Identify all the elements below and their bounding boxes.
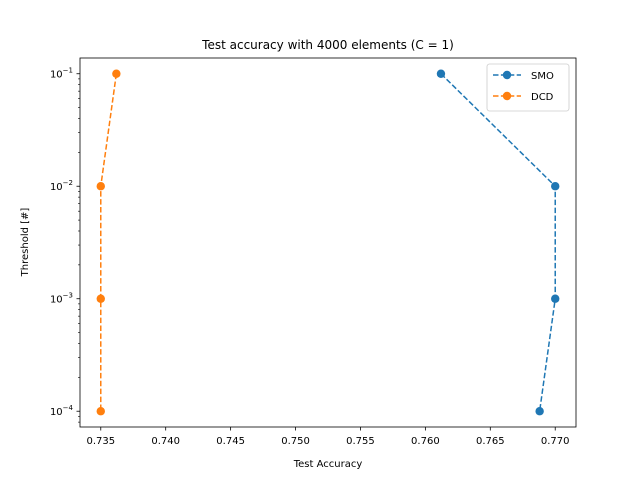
legend-marker-smo xyxy=(502,70,512,80)
axes: 0.735 0.740 0.745 0.750 0.755 0.760 0.765 0.770… xyxy=(50,57,577,447)
x-tick-label-4: 0.755 xyxy=(346,436,375,447)
data-point-dcd-3 xyxy=(96,407,105,416)
x-tick-label-6: 0.765 xyxy=(476,436,505,447)
x-tick-label-1: 0.740 xyxy=(151,436,180,447)
axes-frame xyxy=(79,57,577,428)
chart-title: Test accuracy with 4000 elements (C = 1) xyxy=(201,38,454,52)
data-point-dcd-0 xyxy=(112,69,121,78)
data-point-dcd-1 xyxy=(96,182,105,191)
data-point-smo-1 xyxy=(551,182,560,191)
y-tick-label-3: 10−1 xyxy=(50,67,73,81)
y-tick-label-2: 10−2 xyxy=(50,179,73,193)
data-point-smo-2 xyxy=(551,294,560,303)
legend: SMO DCD xyxy=(486,63,570,112)
x-axis-label: Test Accuracy xyxy=(293,459,363,470)
series-line-smo xyxy=(440,73,556,412)
legend-label-dcd: DCD xyxy=(531,92,554,103)
x-tick-label-0: 0.735 xyxy=(86,436,115,447)
data-point-dcd-2 xyxy=(96,294,105,303)
x-tick-label-7: 0.770 xyxy=(541,436,570,447)
plot-area xyxy=(96,69,560,416)
x-tick-label-3: 0.750 xyxy=(281,436,310,447)
legend-box xyxy=(486,63,570,112)
data-point-smo-3 xyxy=(535,407,544,416)
y-axis-label: Threshold [#] xyxy=(20,208,31,278)
x-tick-label-5: 0.760 xyxy=(411,436,440,447)
y-tick-label-1: 10−3 xyxy=(50,292,73,306)
x-tick-label-2: 0.745 xyxy=(216,436,245,447)
series-line-dcd xyxy=(100,73,118,412)
legend-label-smo: SMO xyxy=(531,71,554,82)
legend-marker-dcd xyxy=(502,91,512,101)
y-tick-label-0: 10−4 xyxy=(50,404,74,418)
data-point-smo-0 xyxy=(436,69,446,78)
